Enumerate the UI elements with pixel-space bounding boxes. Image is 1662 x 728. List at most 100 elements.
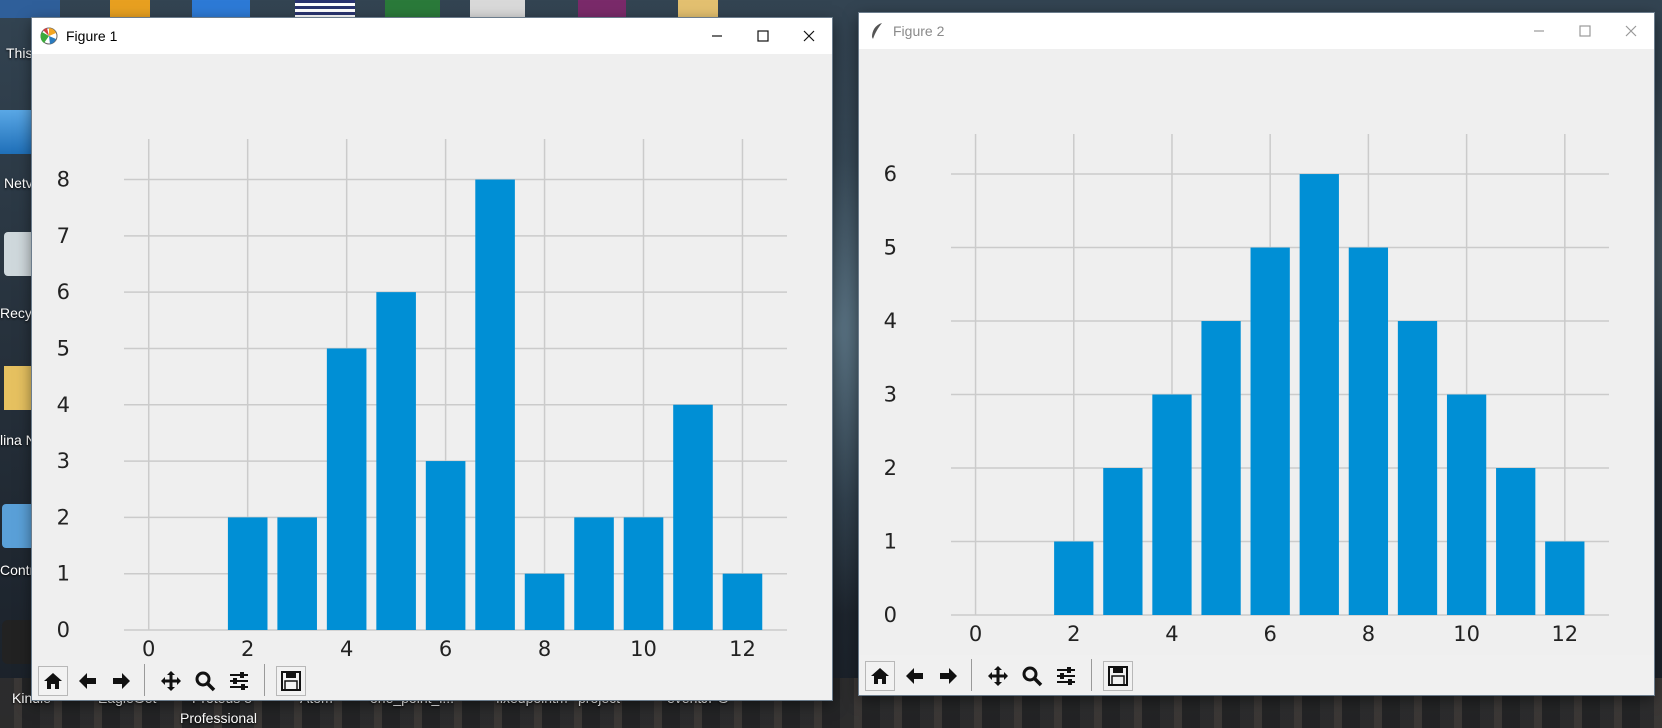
close-button[interactable] (786, 18, 832, 54)
plot-canvas[interactable]: 0 1 2 3 4 5 6 0 2 4 6 8 10 12 (859, 49, 1654, 655)
back-button[interactable] (899, 661, 929, 691)
bar (475, 179, 515, 630)
configure-subplots-button[interactable] (1051, 661, 1081, 691)
close-button[interactable] (1608, 13, 1654, 49)
minimize-icon (1534, 30, 1544, 32)
close-icon (803, 30, 815, 42)
y-tick-label: 4 (57, 393, 70, 417)
back-button[interactable] (72, 666, 102, 696)
y-tick-label: 7 (57, 224, 70, 248)
save-button[interactable] (1103, 661, 1133, 691)
forward-arrow-icon (940, 668, 957, 684)
configure-subplots-icon (230, 672, 248, 690)
save-button[interactable] (276, 666, 306, 696)
figure-window[interactable]: Figure 2 0 1 2 3 4 5 6 0 2 4 6 8 10 12 (859, 13, 1654, 695)
y-tick-label: 3 (884, 383, 897, 407)
bar (673, 404, 713, 630)
bar (1397, 321, 1438, 615)
toolbar-separator (1091, 659, 1092, 691)
zoom-icon (195, 671, 216, 692)
desktop-label: lina N (0, 432, 36, 448)
bar (1545, 541, 1585, 615)
desktop-label: Contro (0, 562, 43, 578)
pan-icon (988, 666, 1008, 686)
striped-icon (295, 0, 355, 18)
x-tick-label: 2 (1067, 622, 1080, 646)
zoom-icon (1022, 666, 1043, 687)
configure-subplots-button[interactable] (224, 666, 254, 696)
y-tick-label: 1 (57, 562, 70, 586)
home-button[interactable] (38, 666, 68, 696)
plot-canvas[interactable]: 0 1 2 3 4 5 6 7 8 0 2 4 6 8 10 12 (32, 54, 832, 661)
chrome-icon (385, 0, 440, 18)
bar (425, 461, 466, 630)
desktop-label: Netv (4, 175, 33, 191)
x-tick-label: 4 (1165, 622, 1178, 646)
zip-folder-icon (678, 0, 718, 18)
x-tick-label: 10 (630, 637, 657, 660)
desktop-label: This (6, 45, 33, 61)
y-tick-label: 6 (57, 280, 70, 304)
navigation-toolbar (32, 660, 832, 700)
x-tick-label: 12 (1551, 622, 1578, 646)
x-tick-label: 6 (439, 637, 452, 660)
x-tick-label: 6 (1263, 622, 1276, 646)
teamviewer-icon (192, 0, 250, 18)
bar (227, 517, 268, 630)
bar (524, 573, 565, 630)
minimize-button[interactable] (694, 18, 740, 54)
bar (722, 573, 763, 630)
home-icon (871, 668, 889, 684)
bar (1250, 247, 1290, 616)
y-tick-label: 5 (57, 336, 70, 360)
x-tick-label: 0 (142, 637, 155, 660)
taskbar-icon-strip (0, 0, 60, 18)
minimize-icon (712, 35, 722, 37)
y-tick-label: 8 (57, 168, 70, 192)
maximize-icon (1579, 25, 1591, 37)
x-tick-label: 12 (729, 637, 756, 660)
bar (574, 517, 614, 630)
back-arrow-icon (79, 673, 96, 689)
y-tick-label: 0 (884, 603, 897, 627)
bar (277, 517, 317, 630)
bar (1348, 247, 1389, 616)
window-title: Figure 2 (893, 23, 945, 39)
y-tick-label: 5 (884, 236, 897, 260)
window-titlebar[interactable]: Figure 2 (859, 13, 1654, 49)
desktop-label: Professional (180, 710, 258, 726)
matplotlib-logo-icon (40, 27, 58, 48)
document-icon (470, 0, 525, 18)
home-button[interactable] (865, 661, 895, 691)
minimize-button[interactable] (1516, 13, 1562, 49)
forward-button[interactable] (106, 666, 136, 696)
bar (1152, 394, 1192, 615)
y-tick-label: 2 (57, 505, 70, 529)
y-tick-label: 4 (884, 309, 897, 333)
save-icon (1108, 666, 1128, 686)
zoom-button[interactable] (1017, 661, 1047, 691)
forward-button[interactable] (933, 661, 963, 691)
x-tick-label: 4 (340, 637, 353, 660)
maximize-button[interactable] (1562, 13, 1608, 49)
bar (623, 517, 664, 630)
pan-button[interactable] (983, 661, 1013, 691)
maximize-button[interactable] (740, 18, 786, 54)
window-titlebar[interactable]: Figure 1 (32, 18, 832, 54)
maximize-icon (757, 30, 769, 42)
back-arrow-icon (906, 668, 923, 684)
bar (326, 348, 367, 630)
sublime-icon (110, 0, 150, 18)
x-tick-label: 0 (969, 622, 982, 646)
figure-window[interactable]: Figure 1 0 1 2 3 4 5 6 7 8 0 2 4 6 8 10 12 (32, 18, 832, 700)
close-icon (1625, 25, 1637, 37)
feather-icon (869, 22, 885, 43)
winrar-icon (578, 0, 626, 18)
pan-button[interactable] (156, 666, 186, 696)
zoom-button[interactable] (190, 666, 220, 696)
bar (376, 292, 416, 630)
y-tick-label: 6 (884, 162, 897, 186)
toolbar-separator (264, 664, 265, 696)
x-tick-label: 8 (538, 637, 551, 660)
